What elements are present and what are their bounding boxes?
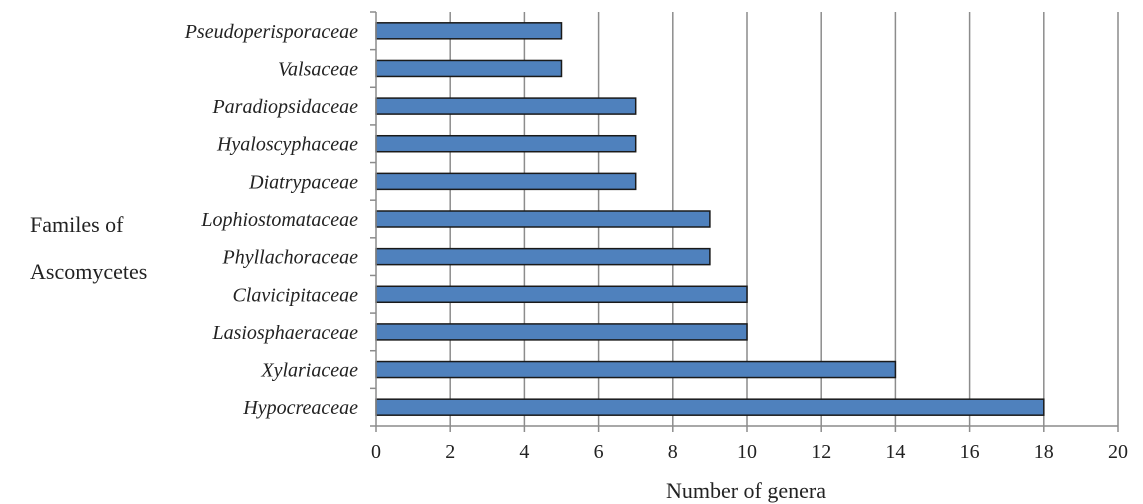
- x-tick-label: 10: [737, 441, 757, 463]
- category-labels: Pseudoperisporaceae Valsaceae Paradiopsida…: [184, 21, 358, 419]
- x-tick-label: 20: [1108, 441, 1128, 463]
- bar: [375, 285, 748, 304]
- category-label: Xylariaceae: [260, 360, 358, 382]
- bar: [375, 360, 897, 379]
- category-label: Lasiosphaeraceae: [211, 322, 358, 344]
- bar: [375, 134, 637, 153]
- bar: [375, 210, 711, 228]
- x-tick-label: 12: [811, 441, 831, 463]
- x-tick-label: 2: [445, 441, 455, 463]
- category-label: Hypocreaceae: [242, 397, 358, 419]
- bars: [375, 22, 1045, 416]
- bar: [375, 22, 563, 40]
- x-tick-label: 4: [519, 441, 529, 463]
- bar: [375, 398, 1045, 416]
- y-axis-title-line-2: Ascomycetes: [30, 259, 147, 284]
- x-tick-label: 16: [960, 441, 980, 463]
- x-tick-labels: 0 2 4 6 8 10 12 14 16 18 20: [371, 441, 1128, 463]
- bar: [375, 97, 637, 115]
- grid-lines: [449, 12, 1119, 426]
- category-label: Phyllachoraceae: [222, 247, 359, 269]
- bar: [375, 172, 637, 191]
- x-tick-label: 14: [885, 441, 905, 463]
- category-label: Clavicipitaceae: [232, 284, 358, 306]
- category-label: Diatrypaceae: [248, 171, 358, 193]
- bar: [375, 323, 748, 341]
- axes: [370, 11, 1119, 432]
- bar: [375, 59, 563, 78]
- category-label: Hyaloscyphaceae: [216, 134, 358, 156]
- x-tick-label: 0: [371, 441, 381, 463]
- y-axis-title-line-1: Familes of: [30, 212, 124, 237]
- x-tick-label: 8: [668, 441, 678, 463]
- bar: [375, 247, 711, 266]
- category-label: Valsaceae: [278, 58, 358, 80]
- category-label: Lophiostomataceae: [200, 209, 358, 231]
- category-label: Paradiopsidaceae: [211, 96, 358, 118]
- x-axis-title: Number of genera: [666, 478, 826, 503]
- x-tick-label: 18: [1034, 441, 1054, 463]
- x-tick-label: 6: [594, 441, 604, 463]
- category-label: Pseudoperisporaceae: [184, 21, 358, 43]
